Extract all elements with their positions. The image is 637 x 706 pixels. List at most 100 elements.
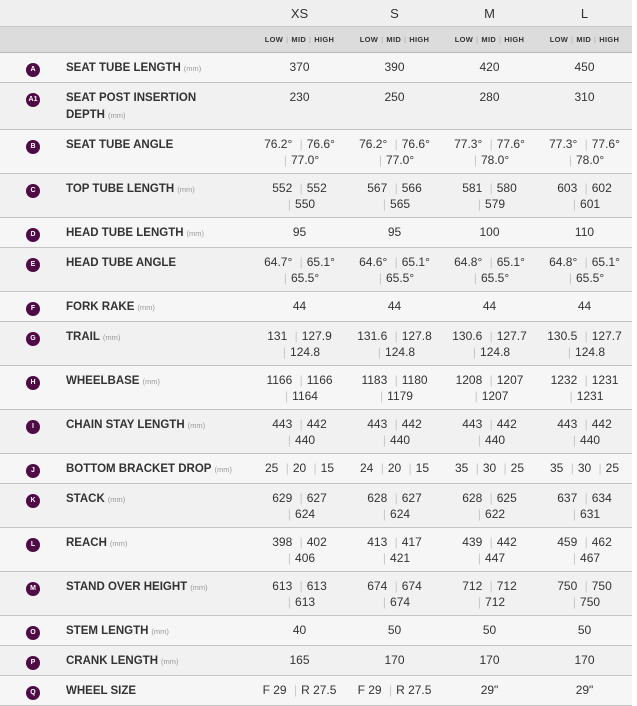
value-cell-xs: 1166 | 1166 | 1164 (252, 365, 347, 410)
unit-label: (mm) (177, 185, 195, 194)
measurement-label: BOTTOM BRACKET DROP (66, 463, 212, 475)
value-cell-m: 100 (442, 217, 537, 248)
separator: | (287, 551, 292, 565)
table-row: A1 SEAT POST INSERTION DEPTH (mm) 230 250 2… (0, 82, 632, 130)
value: 442 (496, 417, 517, 431)
separator: | (394, 579, 398, 593)
size-header-xs: XS (252, 0, 347, 27)
value: 76.6° (401, 137, 430, 151)
value-cell-s: 443 | 442 | 440 (347, 409, 442, 454)
separator: | (584, 491, 588, 505)
unit-label: (mm) (214, 465, 232, 474)
value-cell-s: 170 (347, 645, 442, 676)
separator: | (489, 181, 493, 195)
value: 440 (580, 433, 601, 447)
value: 613 (272, 579, 293, 593)
separator: | (382, 551, 387, 565)
value: 30 (482, 461, 497, 475)
measurement-badge: A1 (26, 93, 40, 107)
value: 1207 (481, 389, 509, 403)
measurement-label: CRANK LENGTH (66, 655, 158, 667)
value-cell-l: 44 (537, 291, 632, 322)
table-row: E HEAD TUBE ANGLE 64.7° | 65.1° | 65.5° 64.6… (0, 247, 632, 292)
measurement-badge: Q (26, 686, 40, 700)
table-row: D HEAD TUBE LENGTH (mm) 95 95 100 110 (0, 217, 632, 248)
value-cell-s: 250 (347, 82, 442, 130)
value-cell-m: 44 (442, 291, 537, 322)
value: 1231 (591, 373, 619, 387)
measurement-label: TRAIL (66, 331, 100, 343)
value: 413 (367, 535, 388, 549)
value: 625 (496, 491, 517, 505)
measurement-label: REACH (66, 537, 107, 549)
value-cell-m: 581 | 580 | 579 (442, 173, 537, 218)
value: 50 (577, 623, 592, 637)
value: 77.6° (496, 137, 525, 151)
separator: | (394, 373, 398, 387)
separator: | (299, 579, 303, 593)
value-cell-s: 567 | 566 | 565 (347, 173, 442, 218)
value: 443 (557, 417, 578, 431)
value: 674 (401, 579, 422, 593)
unit-label: (mm) (142, 377, 160, 386)
separator: | (382, 507, 387, 521)
table-row: Q WHEEL SIZE F 29 | R 27.5 F 29 | R 27.5 29"… (0, 675, 632, 706)
separator: | (594, 35, 597, 44)
separator: | (309, 35, 312, 44)
table-row: I CHAIN STAY LENGTH (mm) 443 | 442 | 440 443 … (0, 409, 632, 454)
separator: | (489, 329, 493, 343)
value: 35 (454, 461, 469, 475)
measurement-badge: J (26, 464, 40, 478)
separator: | (382, 433, 387, 447)
table-row: B SEAT TUBE ANGLE 76.2° | 76.6° | 77.0° 76.2… (0, 129, 632, 174)
value-cell-s: 50 (347, 615, 442, 646)
value: 65.5° (385, 271, 415, 285)
position-label-low: LOW (549, 35, 569, 44)
separator: | (571, 35, 574, 44)
separator: | (472, 345, 477, 359)
value: 44 (387, 299, 402, 313)
value: 77.0° (290, 153, 320, 167)
value-cell-l: 170 (537, 645, 632, 676)
separator: | (567, 345, 572, 359)
separator: | (287, 433, 292, 447)
value: 565 (390, 197, 411, 211)
value: 124.8 (575, 345, 606, 359)
value: 127.7 (591, 329, 622, 343)
value: 250 (384, 90, 405, 104)
size-header-m: M (442, 0, 537, 27)
separator: | (489, 417, 493, 431)
separator: | (475, 461, 479, 475)
separator: | (299, 535, 303, 549)
separator: | (489, 579, 493, 593)
separator: | (299, 255, 303, 269)
value: 627 (306, 491, 327, 505)
value-cell-xs: 131 | 127.9 | 124.8 (252, 321, 347, 366)
value: 127.9 (301, 329, 332, 343)
value: 402 (306, 535, 327, 549)
unit-label: (mm) (137, 303, 155, 312)
separator: | (584, 579, 588, 593)
value: 628 (367, 491, 388, 505)
position-label-low: LOW (264, 35, 284, 44)
value: 76.2° (264, 137, 293, 151)
separator: | (489, 491, 493, 505)
value-cell-l: 35 | 30 | 25 (537, 453, 632, 484)
value: 131.6 (357, 329, 388, 343)
separator: | (394, 329, 398, 343)
value-cell-l: 443 | 442 | 440 (537, 409, 632, 454)
value-cell-xs: 165 (252, 645, 347, 676)
unit-label: (mm) (186, 229, 205, 238)
value: 15 (415, 461, 429, 475)
table-row: J BOTTOM BRACKET DROP (mm) 25 | 20 | 15 24 | 2… (0, 453, 632, 484)
separator: | (283, 153, 287, 167)
geometry-rows: A SEAT TUBE LENGTH (mm) 370 390 420 450 A1 S… (0, 52, 632, 706)
value: 65.1° (401, 255, 430, 269)
value-cell-m: 280 (442, 82, 537, 130)
separator: | (299, 417, 303, 431)
value: 100 (479, 225, 500, 239)
value: 459 (557, 535, 578, 549)
value-cell-l: 750 | 750 | 750 (537, 571, 632, 616)
value: 443 (367, 417, 388, 431)
measurement-badge: H (26, 376, 40, 390)
